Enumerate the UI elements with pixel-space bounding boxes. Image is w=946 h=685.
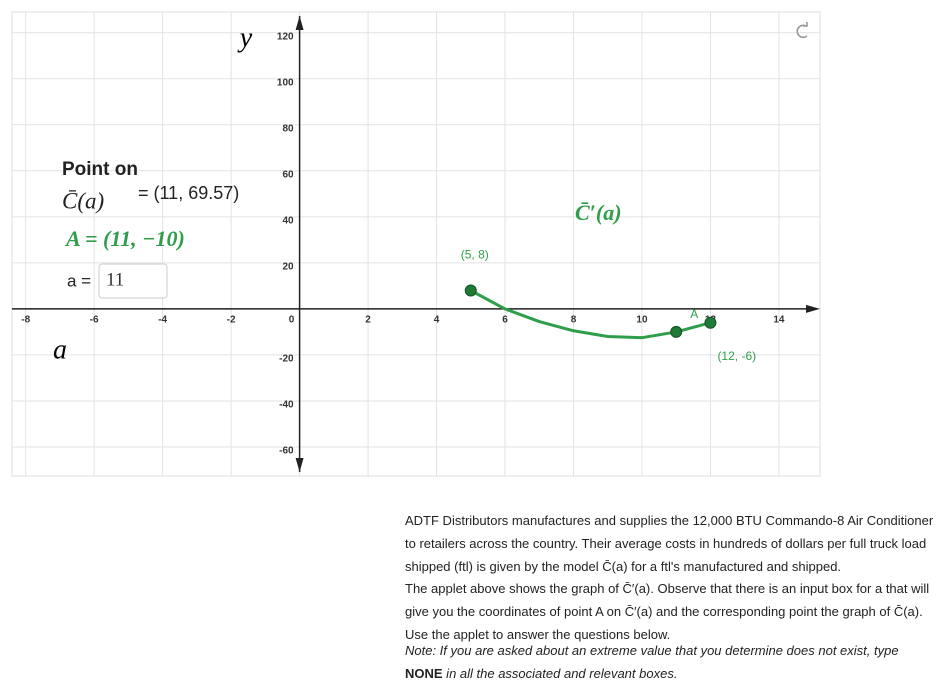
curve-label: C̄′(a) bbox=[575, 200, 622, 225]
x-tick-label: -4 bbox=[158, 315, 167, 326]
note-bold: NONE bbox=[405, 666, 443, 681]
y-tick-label: -20 bbox=[279, 354, 294, 365]
note-text: in all the associated and relevant boxes… bbox=[442, 666, 678, 681]
x-tick-label: 14 bbox=[773, 315, 785, 326]
y-tick-label: -40 bbox=[279, 400, 294, 411]
y-tick-label: 80 bbox=[282, 123, 294, 134]
y-axis-arrow bbox=[295, 458, 304, 472]
y-tick-label: 100 bbox=[277, 77, 294, 88]
page: {"chart_data": {"type": "line", "x_label… bbox=[11, 11, 934, 681]
x-tick-label: 2 bbox=[365, 315, 371, 326]
applet: -8-6-4-202468101214-60-40-20204060801001… bbox=[11, 11, 821, 477]
x-tick-label: 0 bbox=[289, 315, 295, 326]
input-label: a = bbox=[67, 271, 91, 290]
x-tick-label: -6 bbox=[90, 315, 99, 326]
y-tick-label: 120 bbox=[277, 31, 294, 42]
graph-frame bbox=[11, 11, 821, 477]
point bbox=[704, 316, 717, 329]
point-label: (12, -6) bbox=[717, 349, 756, 363]
y-tick-label: 20 bbox=[282, 262, 294, 273]
x-tick-label: 10 bbox=[636, 315, 648, 326]
y-tick-label: -60 bbox=[279, 446, 294, 457]
info-point: A = (11, −10) bbox=[64, 226, 185, 251]
x-tick-label: 8 bbox=[571, 315, 577, 326]
note-text: Note: If you are asked about an extreme … bbox=[405, 643, 899, 658]
info-function: C̄(a) bbox=[62, 188, 104, 213]
x-tick-label: -8 bbox=[21, 315, 30, 326]
info-heading: Point on bbox=[62, 159, 138, 180]
y-axis-arrow bbox=[295, 16, 304, 30]
point-label: (5, 8) bbox=[461, 248, 489, 262]
refresh-icon[interactable] bbox=[796, 22, 808, 39]
x-tick-label: 4 bbox=[434, 315, 440, 326]
y-tick-label: 60 bbox=[282, 169, 294, 180]
point bbox=[670, 325, 683, 338]
x-axis-arrow bbox=[806, 304, 820, 313]
input-value: 11 bbox=[106, 269, 124, 290]
point-label: A bbox=[690, 307, 698, 321]
input-box[interactable] bbox=[98, 263, 168, 299]
y-axis-label: y bbox=[237, 22, 253, 53]
paragraph: ADTF Distributors manufactures and suppl… bbox=[405, 513, 934, 574]
x-axis-label: a bbox=[53, 334, 67, 365]
y-tick-label: 40 bbox=[282, 215, 294, 226]
point bbox=[464, 284, 477, 297]
note: Note: If you are asked about an extreme … bbox=[405, 639, 937, 685]
paragraph: The applet above shows the graph of C̄′(… bbox=[405, 581, 930, 642]
info-coords: = (11, 69.57) bbox=[138, 183, 239, 203]
x-tick-label: 6 bbox=[502, 315, 508, 326]
x-tick-label: -2 bbox=[227, 315, 236, 326]
